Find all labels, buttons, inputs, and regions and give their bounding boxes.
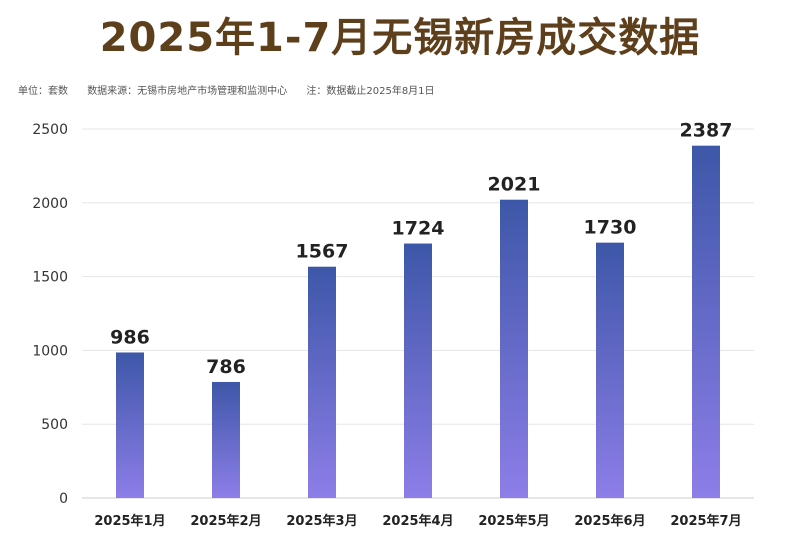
data-label: 1567 — [296, 241, 349, 263]
data-label: 1724 — [392, 218, 445, 240]
x-tick-label: 2025年4月 — [382, 513, 453, 529]
chart-title: 2025年1-7月无锡新房成交数据 — [99, 15, 701, 61]
x-axis: 2025年1月 2025年2月 2025年3月 2025年4月 2025年5月 2025年… — [94, 513, 741, 529]
x-tick-label: 2025年3月 — [286, 513, 357, 529]
x-tick-label: 2025年2月 — [190, 513, 261, 529]
y-tick-label: 2500 — [32, 122, 68, 138]
x-tick-label: 2025年6月 — [574, 513, 645, 529]
data-label: 2021 — [488, 174, 541, 196]
data-label: 1730 — [584, 217, 637, 239]
bar — [212, 381, 240, 498]
x-tick-label: 2025年5月 — [478, 513, 549, 529]
bars — [116, 145, 720, 499]
data-label: 986 — [110, 326, 150, 348]
x-tick-label: 2025年1月 — [94, 513, 165, 529]
y-axis: 0 500 1000 1500 2000 2500 — [32, 122, 68, 507]
bar — [692, 145, 720, 498]
chart-meta-notes: 单位：套数 数据来源：无锡市房地产市场管理和监测中心 注：数据截止2025年8月… — [18, 82, 435, 97]
y-tick-label: 1000 — [32, 343, 68, 359]
data-label: 2387 — [680, 120, 733, 142]
y-tick-label: 1500 — [32, 270, 68, 286]
bar — [404, 243, 432, 498]
y-tick-label: 500 — [41, 417, 68, 433]
data-label: 786 — [206, 356, 246, 378]
y-tick-label: 0 — [59, 491, 68, 507]
bar — [596, 242, 624, 498]
source-note: 数据来源：无锡市房地产市场管理和监测中心 — [87, 86, 288, 97]
data-labels: 986 786 1567 1724 2021 1730 2387 — [110, 120, 732, 378]
bar — [308, 266, 336, 498]
bar — [116, 352, 144, 498]
date-note: 注：数据截止2025年8月1日 — [306, 86, 435, 97]
x-tick-label: 2025年7月 — [670, 513, 741, 529]
unit-note: 单位：套数 — [18, 86, 68, 97]
bar — [500, 199, 528, 499]
y-tick-label: 2000 — [32, 196, 68, 212]
